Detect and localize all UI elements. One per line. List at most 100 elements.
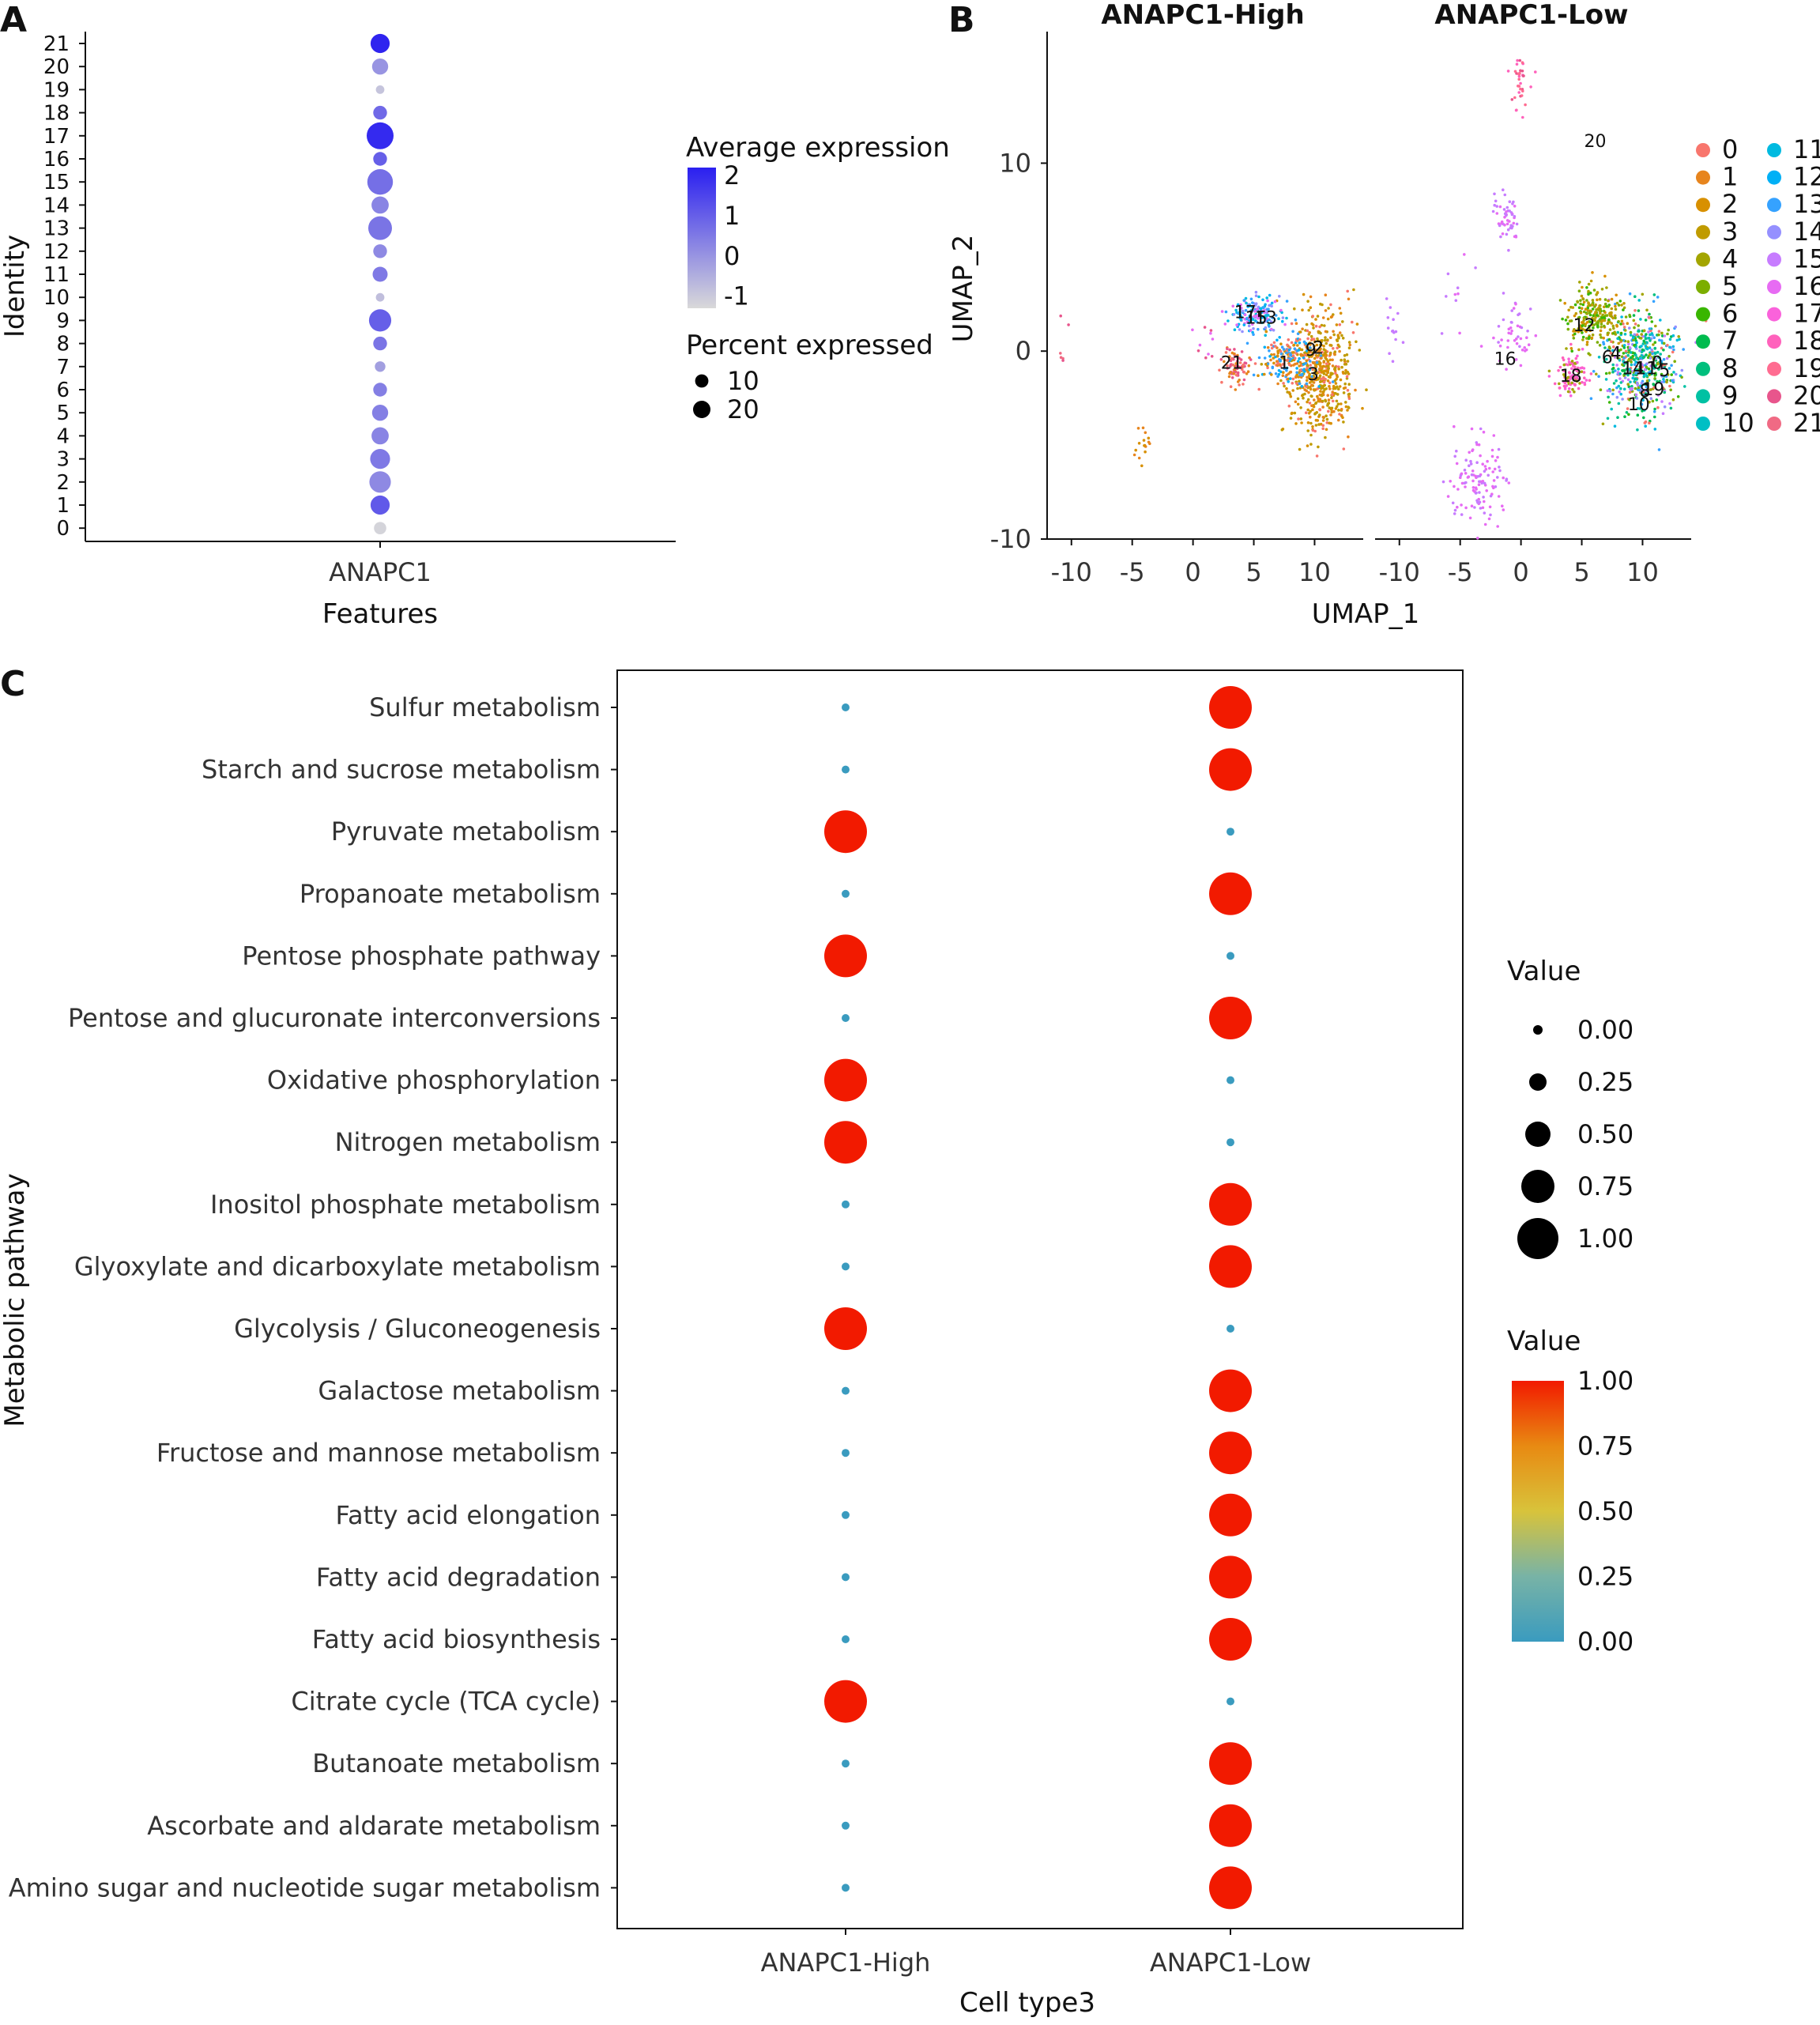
panel-b-point [1647, 371, 1651, 375]
panel-b-point [1325, 417, 1329, 421]
panel-b-point [1640, 402, 1644, 406]
panel-b-point [1630, 360, 1633, 364]
panel-a-dot [370, 495, 390, 515]
panel-b-point [1305, 322, 1309, 326]
panel-b-point [1251, 330, 1254, 334]
panel-b-point [1385, 297, 1389, 300]
panel-c-dot [842, 1510, 850, 1519]
panel-b-point [1588, 320, 1592, 324]
panel-b-point [1298, 373, 1302, 377]
panel-b-point [1639, 337, 1643, 340]
panel-b-point [1648, 346, 1652, 349]
panel-b-point [1662, 380, 1666, 383]
panel-b-point [1513, 205, 1517, 208]
panel-b-point [1233, 348, 1236, 351]
panel-b-point [1663, 363, 1667, 367]
panel-b-cluster-label: 0 [1652, 354, 1663, 374]
panel-b-point [1305, 359, 1309, 363]
panel-b-point [1281, 374, 1285, 378]
panel-b-point [1644, 424, 1647, 428]
panel-b-point [1324, 330, 1328, 334]
panel-c-dot [1209, 1804, 1252, 1847]
panel-b-point [1596, 291, 1600, 295]
panel-b-point [1662, 357, 1666, 361]
panel-b-legend-label: 14 [1793, 217, 1820, 247]
panel-b-point [1291, 389, 1294, 392]
panel-b-point [1301, 308, 1304, 312]
panel-b-point [1306, 375, 1309, 379]
panel-b-legend-swatch [1767, 307, 1781, 322]
panel-a-color-bar [688, 168, 716, 308]
panel-b-point [1308, 355, 1311, 359]
panel-b-point [1606, 322, 1610, 326]
panel-b-point [1668, 338, 1672, 341]
panel-b-point [1624, 315, 1628, 319]
panel-b-point [1581, 321, 1584, 324]
panel-b-point [1513, 70, 1517, 74]
panel-b-point [1471, 488, 1475, 492]
panel-b-point [1656, 380, 1659, 383]
panel-b-point [1641, 292, 1645, 296]
panel-b-point [1478, 474, 1482, 478]
panel-b-point [1657, 448, 1661, 451]
panel-b-point [1291, 411, 1294, 415]
panel-b-point [1569, 394, 1573, 398]
panel-b-legend-swatch [1767, 389, 1781, 404]
panel-b-cluster-label: 10 [1628, 395, 1650, 415]
panel-b-point [1230, 376, 1234, 379]
panel-b-point [1339, 378, 1343, 382]
panel-b-point [1290, 341, 1294, 345]
panel-b-point [1331, 390, 1334, 394]
panel-a-dot [371, 427, 389, 445]
panel-b-ytick-label: 0 [1016, 336, 1031, 366]
panel-b-point [1678, 338, 1681, 341]
panel-b-point [1339, 311, 1343, 315]
panel-b-point [1673, 360, 1676, 364]
panel-b-point [1347, 297, 1351, 301]
panel-c-dot [842, 765, 850, 774]
panel-b-point [1614, 304, 1617, 308]
panel-b-point [1320, 394, 1324, 398]
panel-b-point [1242, 378, 1246, 382]
panel-b-point [1453, 508, 1457, 512]
panel-b-cluster-label: 11 [1635, 360, 1657, 379]
panel-b-point [1654, 324, 1657, 328]
panel-b-legend-label: 9 [1722, 380, 1738, 410]
panel-b-point [1647, 368, 1651, 371]
panel-b-point [1576, 369, 1579, 373]
panel-c-dot [1209, 686, 1252, 729]
panel-b-point [1347, 395, 1351, 398]
panel-b-point [1648, 400, 1651, 404]
panel-b-point [1329, 408, 1333, 411]
panel-b-facet-title-high: ANAPC1-High [1101, 0, 1304, 31]
panel-b-point [1497, 325, 1501, 328]
panel-b-point [1283, 322, 1287, 326]
panel-b-point [1333, 353, 1336, 356]
panel-b-point [1306, 346, 1309, 349]
panel-a-ytick-label: 3 [56, 448, 70, 472]
panel-b-point [1318, 325, 1321, 329]
panel-label-c: C [0, 664, 25, 704]
panel-b-point [1336, 402, 1340, 405]
panel-b-point [1475, 443, 1479, 447]
panel-b-point [1343, 358, 1347, 362]
panel-b-point [1252, 373, 1256, 377]
panel-b-point [1656, 350, 1660, 354]
panel-b-point [1336, 375, 1339, 379]
panel-b-point [1270, 373, 1273, 376]
panel-b-point [1306, 398, 1310, 402]
panel-b-point [1631, 376, 1634, 380]
panel-b-point [1223, 322, 1227, 326]
panel-b-point [1585, 341, 1589, 344]
panel-b-point [1637, 388, 1641, 392]
panel-b-point [1577, 387, 1581, 390]
panel-b-point [1234, 308, 1238, 312]
panel-b-point [1512, 307, 1516, 310]
panel-b-point [1330, 315, 1334, 319]
panel-b-point [1479, 345, 1483, 348]
panel-a-ytick-label: 13 [43, 217, 70, 241]
panel-b-point [1591, 299, 1595, 302]
panel-b-point [1300, 421, 1303, 424]
panel-b-point [1229, 364, 1232, 368]
panel-b-point [1607, 401, 1611, 404]
